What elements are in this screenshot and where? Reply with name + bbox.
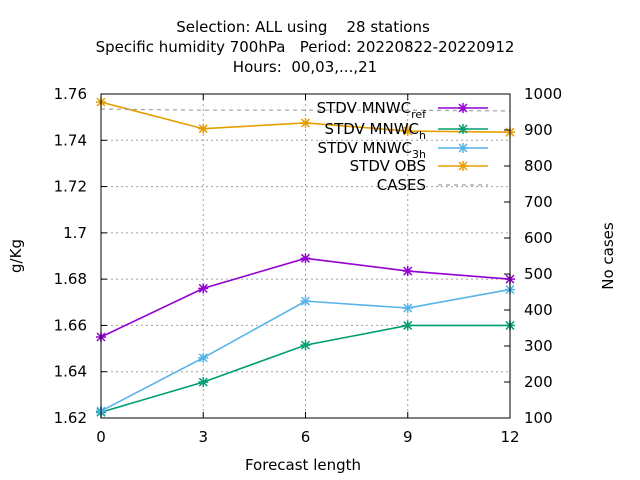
data-point xyxy=(458,143,468,153)
y2-tick-label: 400 xyxy=(524,301,553,319)
legend-item: STDV OBS xyxy=(350,157,488,175)
y2-tick-label: 800 xyxy=(524,157,553,175)
title-line-3: Hours: 00,03,...,21 xyxy=(233,58,377,76)
data-point xyxy=(300,117,311,128)
x-tick-label: 3 xyxy=(198,428,208,446)
x-tick-label: 6 xyxy=(301,428,311,446)
legend-label: STDV OBS xyxy=(350,157,426,175)
legend-subscript: 3h xyxy=(412,148,426,161)
data-point xyxy=(458,103,468,113)
chart-title: Selection: ALL using 28 stations Specifi… xyxy=(96,18,515,76)
y-tick-label: 1.62 xyxy=(54,409,87,427)
data-point xyxy=(300,253,311,264)
legend-item: STDV MNWCh xyxy=(325,120,488,142)
y2-tick-label: 100 xyxy=(524,409,553,427)
x-tick-label: 0 xyxy=(96,428,106,446)
y2-tick-label: 900 xyxy=(524,121,553,139)
y2-tick-label: 700 xyxy=(524,193,553,211)
legend-subscript: ref xyxy=(411,108,427,121)
y2-tick-label: 200 xyxy=(524,373,553,391)
legend-subscript: h xyxy=(419,129,426,142)
data-point xyxy=(458,124,468,134)
y-tick-label: 1.7 xyxy=(63,224,87,242)
legend-label: STDV MNWC3h xyxy=(318,139,426,161)
data-point xyxy=(300,340,311,351)
y2-axis-label: No cases xyxy=(599,222,617,290)
y2-tick-label: 500 xyxy=(524,265,553,283)
x-tick-label: 9 xyxy=(403,428,413,446)
legend-label: CASES xyxy=(377,176,426,194)
y-tick-label: 1.68 xyxy=(54,270,87,288)
legend-label: STDV MNWCh xyxy=(325,120,426,142)
x-axis-label: Forecast length xyxy=(245,456,361,474)
y2-tick-label: 600 xyxy=(524,229,553,247)
legend-item: STDV MNWCref xyxy=(317,99,488,121)
data-point xyxy=(402,320,413,331)
plot-series xyxy=(96,97,515,418)
y-tick-label: 1.64 xyxy=(54,363,87,381)
legend-item: STDV MNWC3h xyxy=(318,139,488,161)
y-tick-label: 1.66 xyxy=(54,316,87,334)
data-point xyxy=(402,266,413,277)
y2-tick-label: 1000 xyxy=(524,85,562,103)
data-point xyxy=(198,123,209,134)
title-line-1: Selection: ALL using 28 stations xyxy=(176,18,430,36)
data-point xyxy=(300,296,311,307)
data-point xyxy=(402,303,413,314)
x-tick-label: 12 xyxy=(500,428,519,446)
y-axis-label: g/Kg xyxy=(7,239,25,273)
legend-item: CASES xyxy=(377,176,488,194)
y-tick-label: 1.76 xyxy=(54,85,87,103)
data-point xyxy=(198,377,209,388)
legend-label: STDV MNWCref xyxy=(317,99,428,121)
y2-tick-label: 300 xyxy=(524,337,553,355)
data-point xyxy=(402,126,413,137)
title-line-2: Specific humidity 700hPa Period: 2022082… xyxy=(96,38,515,56)
data-point xyxy=(458,161,468,171)
axes: 0 3 6 9 12 1.62 1.64 1.66 1.68 1.7 1.72 1.74 1.76 100… xyxy=(54,85,563,446)
data-point xyxy=(198,283,209,294)
y-tick-label: 1.74 xyxy=(54,131,87,149)
data-point xyxy=(198,352,209,363)
y-tick-label: 1.72 xyxy=(54,178,87,196)
